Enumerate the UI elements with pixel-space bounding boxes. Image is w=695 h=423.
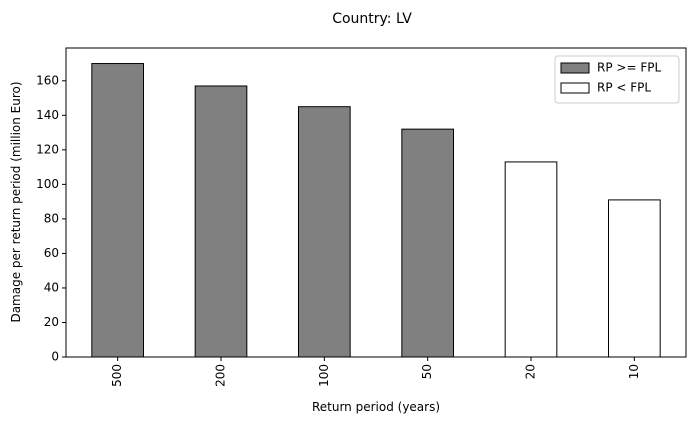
legend-label: RP >= FPL xyxy=(597,61,661,75)
bar-50 xyxy=(401,128,455,358)
y-tick-label: 40 xyxy=(44,280,59,294)
x-tick-label: 500 xyxy=(110,364,124,387)
legend-label: RP < FPL xyxy=(597,81,651,95)
y-tick-label: 160 xyxy=(36,73,59,87)
plot-area xyxy=(91,63,661,358)
bar-500 xyxy=(91,63,145,358)
bar-100 xyxy=(298,106,351,358)
y-tick-label: 100 xyxy=(36,177,59,191)
legend-swatch xyxy=(560,62,590,74)
chart-title: Country: LV xyxy=(332,11,412,27)
x-axis-label: Return period (years) xyxy=(312,400,440,414)
y-tick-label: 140 xyxy=(36,108,59,122)
bar-10 xyxy=(608,199,661,358)
x-axis-ticks: 500 200 100 50 20 10 xyxy=(110,357,641,387)
x-tick-label: 200 xyxy=(214,364,228,387)
bar-200 xyxy=(194,85,248,358)
y-axis-label: Damage per return period (million Euro) xyxy=(9,81,23,322)
legend: RP >= FPL RP < FPL xyxy=(554,55,680,104)
x-tick-label: 100 xyxy=(317,364,331,387)
x-tick-label: 20 xyxy=(524,364,538,379)
legend-swatch xyxy=(560,82,590,94)
x-tick-label: 50 xyxy=(420,364,434,379)
y-tick-label: 80 xyxy=(44,211,59,225)
y-tick-label: 0 xyxy=(51,350,59,364)
y-tick-label: 20 xyxy=(44,315,59,329)
x-tick-label: 10 xyxy=(627,364,641,379)
bar-20 xyxy=(504,161,558,358)
y-axis-ticks: 0 20 40 60 80 100 120 140 160 xyxy=(36,73,66,364)
axes-frame xyxy=(65,47,687,358)
y-tick-label: 60 xyxy=(44,246,59,260)
y-tick-label: 120 xyxy=(36,142,59,156)
